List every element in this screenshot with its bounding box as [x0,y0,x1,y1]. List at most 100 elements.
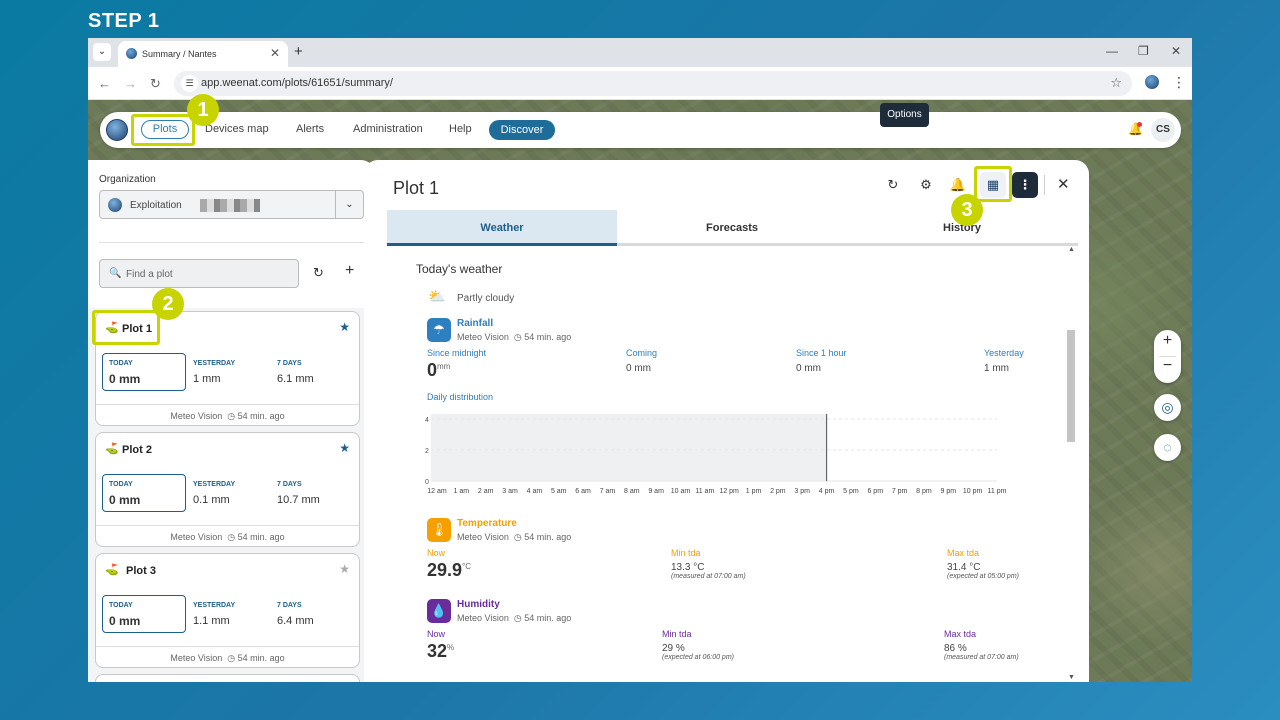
new-tab-icon[interactable]: + [294,43,303,60]
plot-card-3[interactable]: ⛳ Plot 3 ★ TODAY 0 mm YESTERDAY 1.1 mm 7… [95,553,360,668]
unit: % [447,643,455,652]
x-tick-label: 10 pm [963,488,983,495]
bookmark-star-icon[interactable]: ☆ [1110,75,1122,90]
plot-search[interactable]: 🔍 [99,259,299,288]
tab-search-icon[interactable]: ⌄ [93,43,111,61]
favorite-star-icon[interactable]: ★ [339,441,350,455]
settings-gear-icon[interactable]: ⚙ [920,177,932,192]
url-text: app.weenat.com/plots/61651/summary/ [201,77,393,89]
plot-card-2[interactable]: ⛳ Plot 2 ★ TODAY 0 mm YESTERDAY 0.1 mm 7… [95,432,360,547]
chevron-down-icon[interactable]: ⌄ [335,191,363,218]
organization-icon [108,198,122,212]
add-plot-icon[interactable]: + [345,262,355,279]
yesterday-value: 1 mm [984,363,1009,374]
x-tick-label: 1 am [454,488,470,495]
content-scrollbar[interactable] [1067,250,1076,675]
tab-strip: ⌄ Summary / Nantes ✕ + — ❐ ✕ [88,38,1192,67]
tab-close-icon[interactable]: ✕ [269,46,280,60]
favorite-star-icon[interactable]: ★ [339,562,350,576]
window-close-icon[interactable]: ✕ [1171,44,1182,58]
yesterday-label: Yesterday [984,348,1024,358]
step-badge-3: 3 [951,194,983,226]
locate-target-icon[interactable]: ◎ [1154,394,1181,421]
y-tick-label: 2 [425,448,429,455]
organization-select[interactable]: Exploitation ⌄ [99,190,364,219]
favorite-star-icon[interactable]: ★ [339,320,350,334]
y-tick-label: 0 [425,479,429,486]
rainfall-title: Rainfall [457,318,494,329]
today-label: TODAY [109,481,133,488]
source-name: Meteo Vision [457,532,509,542]
weenat-logo[interactable] [106,119,128,141]
x-tick-label: 12 am [427,488,447,495]
nav-help[interactable]: Help [449,123,472,135]
organization-label: Organization [99,174,156,185]
browser-tab[interactable]: Summary / Nantes ✕ [118,41,288,67]
top-navigation: Plots Devices map Alerts Administration … [100,112,1181,148]
app-page: Plots Devices map Alerts Administration … [88,100,1192,682]
reload-icon[interactable]: ↻ [150,76,161,91]
site-info-icon[interactable]: ☰ [181,75,198,92]
organization-name: Exploitation [130,200,182,211]
nav-administration[interactable]: Administration [353,123,423,135]
address-bar: ← → ↻ ☰ app.weenat.com/plots/61651/summa… [88,67,1192,100]
temperature-source: Meteo Vision ◷ 54 min. ago [457,532,572,542]
value: 0 [427,360,438,380]
tab-weather[interactable]: Weather [387,210,617,246]
source-age: 54 min. ago [524,613,572,623]
plot-pin-icon: ⛳ [105,564,119,576]
nav-devices-map[interactable]: Devices map [205,123,269,135]
user-avatar[interactable]: CS [1151,118,1175,142]
card-source: Meteo Vision ◷ 54 min. ago [96,404,359,426]
extension-icon[interactable] [1145,75,1159,89]
nav-plots[interactable]: Plots [141,120,189,139]
browser-menu-icon[interactable]: ⋮ [1172,74,1186,90]
scroll-down-icon[interactable]: ▼ [1068,674,1075,681]
x-tick-label: 2 pm [770,488,786,495]
nav-alerts[interactable]: Alerts [296,123,325,135]
clock-icon: ◷ [227,532,236,542]
week-value: 10.7 mm [277,494,320,506]
x-tick-label: 6 am [575,488,591,495]
close-panel-icon[interactable]: ✕ [1057,176,1070,193]
unit: °C [462,562,472,571]
zoom-out-button[interactable]: − [1162,357,1173,374]
refresh-icon[interactable]: ↻ [313,265,324,280]
source-name: Meteo Vision [170,411,223,421]
clock-icon: ◷ [227,411,236,421]
tab-forecasts[interactable]: Forecasts [706,222,758,234]
y-tick-label: 4 [425,417,429,424]
refresh-icon[interactable]: ↻ [887,177,899,192]
discover-button[interactable]: Discover [489,120,555,140]
temperature-max-note: (expected at 05:00 pm) [947,573,1019,580]
plot-card-partial[interactable] [95,674,360,682]
plot-panel: Plot 1 ↻ ⚙ 🔔 ▦ ⋮ ✕ Weather Forecasts His… [364,160,1089,682]
radar-icon[interactable]: ◌ [1154,434,1181,461]
plot-pin-icon: ⛳ [105,443,119,455]
humidity-min-label: Min tda [662,629,692,639]
omnibox[interactable]: ☰ app.weenat.com/plots/61651/summary/ ☆ [174,71,1132,96]
zoom-in-button[interactable]: + [1162,332,1173,349]
tab-title: Summary / Nantes [142,49,217,59]
unit: mm [437,362,451,371]
options-button[interactable]: ▦ [980,172,1006,198]
humidity-source: Meteo Vision ◷ 54 min. ago [457,613,572,623]
x-tick-label: 11 am [695,488,714,495]
plot-card-1[interactable]: ⛳ Plot 1 ★ TODAY 0 mm YESTERDAY 1 mm 7 D… [95,311,360,426]
back-icon[interactable]: ← [98,76,111,91]
minimize-icon[interactable]: — [1106,44,1118,58]
forward-icon[interactable]: → [124,76,137,91]
source-name: Meteo Vision [457,613,509,623]
notification-bell-icon[interactable]: 🔔 [949,177,967,192]
scroll-up-icon[interactable]: ▲ [1068,246,1075,253]
restore-icon[interactable]: ❐ [1138,44,1149,58]
today-value: 0 mm [109,372,141,386]
elapsed-period-shade [431,414,827,481]
more-options-button[interactable]: ⋮ [1012,172,1038,198]
humidity-max-label: Max tda [944,629,977,639]
value: 32 [427,641,448,661]
content-scroll-thumb[interactable] [1067,330,1075,442]
temperature-min-label: Min tda [671,548,701,558]
today-box [102,595,186,633]
search-input[interactable] [126,266,291,282]
